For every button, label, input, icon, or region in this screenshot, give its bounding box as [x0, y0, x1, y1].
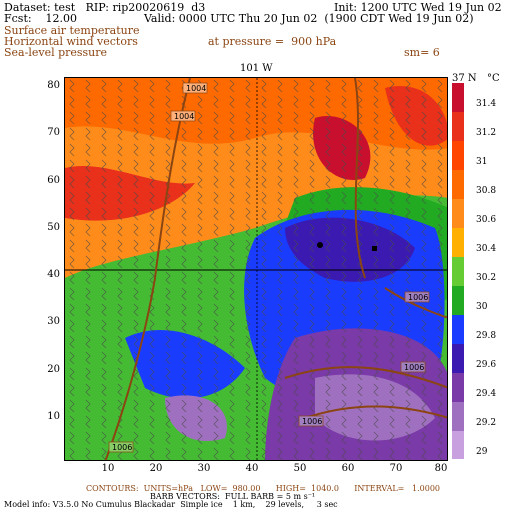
colorbar-label: 30.2: [476, 273, 497, 283]
colorbar-unit: °C: [487, 73, 500, 84]
contour-label-box: [400, 361, 426, 373]
colorbar-label: 30.4: [476, 244, 497, 254]
y-tick: 30: [47, 316, 60, 327]
x-tick: 80: [434, 463, 448, 474]
colorbar-label: 29.4: [476, 389, 497, 399]
y-tick: 40: [47, 269, 60, 280]
station-marker-square: [372, 246, 377, 251]
colorbar-swatch: [452, 83, 464, 112]
contour-label-box: [108, 441, 134, 453]
colorbar-label: 29.8: [476, 331, 497, 341]
x-tick: 20: [149, 463, 163, 474]
colorbar-swatch: [452, 315, 464, 344]
contour-label-box: [404, 291, 430, 303]
contour-info: CONTOURS: UNITS=hPa LOW= 980.00 HIGH= 10…: [86, 484, 440, 493]
isobar-1004: [104, 78, 191, 460]
colorbar-swatch: [452, 373, 464, 402]
colorbar-swatch: [452, 257, 464, 286]
model-info: Model info: V3.5.0 No Cumulus Blackadar …: [4, 500, 338, 509]
colorbar-swatch: [452, 228, 464, 257]
longitude-label: 101 W: [240, 63, 273, 74]
x-tick: 40: [245, 463, 259, 474]
contour-labels: 1004 1004 1006 1006 1006 1006: [108, 82, 430, 453]
contour-label: 1006: [112, 443, 132, 452]
y-tick: 20: [47, 364, 60, 375]
pressure-level-label: at pressure = 900 hPa: [208, 35, 337, 48]
colorbar-swatch: [452, 141, 464, 170]
isobar-1006-north: [384, 287, 447, 319]
x-tick: 10: [101, 463, 115, 474]
colorbar-label: 30.6: [476, 215, 497, 225]
y-tick: 10: [47, 411, 60, 422]
colorbar-label: 30.8: [476, 186, 497, 196]
x-tick: 50: [293, 463, 307, 474]
isobar-1006-far-south: [304, 405, 447, 419]
field-title-wind: Horizontal wind vectors: [4, 35, 138, 48]
x-tick: 70: [389, 463, 403, 474]
y-tick: 80: [47, 80, 60, 91]
latitude-label: 37 N: [452, 73, 477, 84]
y-tick: 70: [47, 127, 60, 138]
station-marker: [317, 242, 323, 248]
colorbar-label: 29.6: [476, 360, 497, 370]
x-tick: 30: [197, 463, 211, 474]
colorbar-label: 31: [476, 157, 488, 167]
barb-info: BARB VECTORS: FULL BARB = 5 m s⁻¹: [150, 492, 316, 501]
fcst-label: Fcst: 12.00: [4, 12, 78, 25]
contour-label-box: [298, 415, 324, 427]
colorbar-swatch: [452, 431, 464, 459]
contour-label-box: [170, 110, 196, 122]
y-tick: 50: [47, 222, 60, 233]
dataset-label: Dataset: test RIP: rip20020619 d3: [4, 1, 206, 14]
temperature-map: 1004 1004 1006 1006 1006 1006: [64, 77, 448, 461]
colorbar-label: 30: [476, 302, 488, 312]
isobar-1005: [354, 78, 366, 279]
colorbar-label: 29.2: [476, 418, 497, 428]
field-title-slp: Sea-level pressure: [4, 46, 108, 59]
colorbar-swatch: [452, 402, 464, 431]
y-tick: 60: [47, 175, 60, 186]
colorbar-label: 31.4: [476, 99, 497, 109]
colorbar-label: 31.2: [476, 128, 497, 138]
colorbar-swatch: [452, 170, 464, 199]
colorbar-swatch: [452, 199, 464, 228]
isobar-1006-south: [284, 366, 447, 389]
valid-label: Valid: 0000 UTC Thu 20 Jun 02 (1900 CDT …: [144, 12, 474, 25]
field-title-temperature: Surface air temperature: [4, 24, 140, 37]
temperature-colorbar: [452, 83, 464, 459]
colorbar-label: 29: [476, 447, 488, 457]
contour-label: 1004: [174, 112, 194, 121]
wind-barbs: [65, 78, 447, 460]
smoothing-label: sm= 6: [404, 46, 440, 59]
colorbar-swatch: [452, 286, 464, 315]
init-label: Init: 1200 UTC Wed 19 Jun 02: [334, 1, 502, 14]
colorbar-swatch: [452, 344, 464, 373]
colorbar-swatch: [452, 112, 464, 141]
contour-label: 1004: [186, 84, 206, 93]
x-tick: 60: [341, 463, 355, 474]
map-canvas: 1004 1004 1006 1006 1006 1006: [65, 78, 447, 460]
contour-label-box: [182, 82, 208, 94]
contour-label: 1006: [404, 363, 424, 372]
contour-label: 1006: [408, 293, 428, 302]
contour-label: 1006: [302, 417, 322, 426]
